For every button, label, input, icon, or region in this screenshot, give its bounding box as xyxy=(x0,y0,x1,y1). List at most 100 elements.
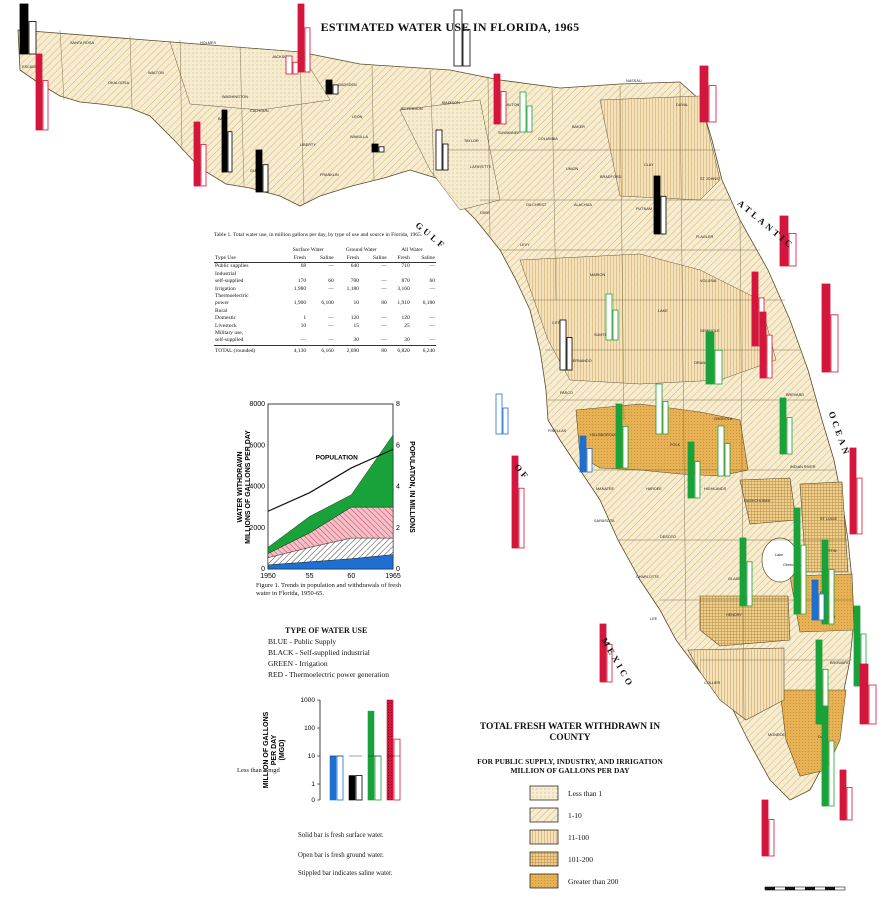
county-label: OKALOOSA xyxy=(108,81,130,85)
county-bar xyxy=(442,143,449,171)
table-cell: 640 xyxy=(350,263,360,270)
table-cell xyxy=(360,308,388,315)
county-label: MARTIN xyxy=(822,549,837,553)
bar-tick-label: 10 xyxy=(308,753,316,760)
table-cell: 120 xyxy=(350,315,360,322)
county-bar xyxy=(818,593,825,621)
county-bar xyxy=(655,383,663,435)
category-swatch xyxy=(529,873,559,889)
y-tick-label: 6000 xyxy=(249,442,265,449)
x-tick-label: 60 xyxy=(347,573,355,580)
county-bar xyxy=(606,643,613,683)
total-fresh-water-swatches xyxy=(529,785,559,889)
table-cell: — xyxy=(381,322,387,329)
county-label: PASCO xyxy=(560,391,573,395)
county-bar xyxy=(746,561,753,607)
county-bar xyxy=(285,55,293,75)
county-bar xyxy=(687,441,695,499)
county-bar xyxy=(759,311,767,379)
legend-item-red: RED - Thermoelectric power generation xyxy=(268,669,390,679)
table-cell: — xyxy=(328,285,334,292)
county-bar xyxy=(779,215,789,267)
county-collier xyxy=(687,647,785,721)
county-label: HARDEE xyxy=(646,487,662,491)
table-cell: 10 xyxy=(353,300,360,307)
table-cell xyxy=(360,330,388,337)
table-cell: — xyxy=(429,263,436,270)
table-cell: — xyxy=(429,285,436,292)
table-row: Livestock 10 — 15 — 25 — xyxy=(214,323,436,330)
table-cell: self-supplied xyxy=(215,278,244,285)
table-row: power 1,900 6,100 10 80 1,910 6,180 xyxy=(214,300,436,307)
note-open-bar: Open bar is fresh ground water. xyxy=(298,852,384,859)
county-bar xyxy=(35,53,43,131)
county-label: DUVAL xyxy=(676,103,688,107)
county-bar xyxy=(605,293,613,341)
county-bar xyxy=(297,3,305,73)
county-bar xyxy=(493,73,501,125)
county-label: ALACHUA xyxy=(574,203,592,207)
column-header: Fresh xyxy=(281,254,308,264)
table-cell: Irrigation xyxy=(215,285,236,292)
county-label: PINELLAS xyxy=(548,429,567,433)
table-cell: Public supplies xyxy=(215,263,249,270)
legend-bar-open xyxy=(336,755,344,801)
county-label: CITRUS xyxy=(552,321,567,325)
county-label: COLUMBIA xyxy=(538,137,558,141)
population-line xyxy=(267,448,394,512)
county-bar xyxy=(662,401,669,435)
table-cell xyxy=(411,308,436,315)
population-annotation: POPULATION xyxy=(316,455,358,462)
county-label: ESCAMBIA xyxy=(22,65,42,69)
county-bar xyxy=(519,91,527,133)
county-label: MANATEE xyxy=(596,487,615,491)
county-bar xyxy=(821,705,829,807)
table-cell xyxy=(411,271,436,278)
county-boundaries xyxy=(59,29,852,721)
legend-bar-solid xyxy=(367,710,375,801)
county-bar xyxy=(751,271,759,347)
table-cell: 60 xyxy=(429,278,436,285)
county-bar xyxy=(200,143,207,187)
table-cell: 6,820 xyxy=(387,344,411,356)
county-bar xyxy=(615,403,623,469)
table-cell: 1,910 xyxy=(397,300,410,307)
table-row: self-supplied — — 30 — 30 — xyxy=(214,337,436,345)
county-label: VOLUSIA xyxy=(700,279,717,283)
county-bar xyxy=(502,407,509,435)
table-cell xyxy=(360,271,388,278)
table-cell xyxy=(411,293,436,300)
county-bar xyxy=(853,605,861,687)
table-cell: — xyxy=(429,322,436,329)
county-bar xyxy=(371,143,379,153)
county-bar xyxy=(304,27,311,73)
county-bar xyxy=(622,425,629,469)
column-header: Type Use xyxy=(214,254,282,264)
county-bar xyxy=(378,146,385,153)
table-cell: Rural xyxy=(215,307,228,314)
county-bar xyxy=(612,309,619,341)
table-cell: 80 xyxy=(381,300,387,307)
figure-1-trend-chart: POPULATION 0 2000 4000 6000 8000 0 2 4 6 8 1950 55 60… xyxy=(237,401,415,580)
county-label: GULF xyxy=(250,169,261,173)
table-row: Industrial xyxy=(214,271,436,278)
table-cell xyxy=(388,271,411,278)
legend-item-green: GREEN - Irrigation xyxy=(268,658,328,668)
county-bar xyxy=(714,349,723,385)
table-cell: — xyxy=(381,278,387,285)
table-row: Domestic 1 — 120 — 120 — xyxy=(214,315,436,322)
county-bar xyxy=(325,79,333,95)
county-st-lucie-martin xyxy=(799,481,849,573)
table-cell: 6,180 xyxy=(422,300,435,307)
legend-bar-open xyxy=(374,755,382,801)
table-cell xyxy=(282,308,307,315)
y-tick-label: 0 xyxy=(261,566,265,573)
table-caption: Table 1. Total water use, in million gal… xyxy=(214,232,423,238)
county-bar xyxy=(708,85,717,123)
column-header: Saline xyxy=(307,254,335,264)
county-label: HENDRY xyxy=(726,613,742,617)
category-swatch xyxy=(529,785,559,801)
county-bar xyxy=(786,417,793,455)
county-bar xyxy=(28,21,37,55)
county-bar xyxy=(779,397,787,455)
